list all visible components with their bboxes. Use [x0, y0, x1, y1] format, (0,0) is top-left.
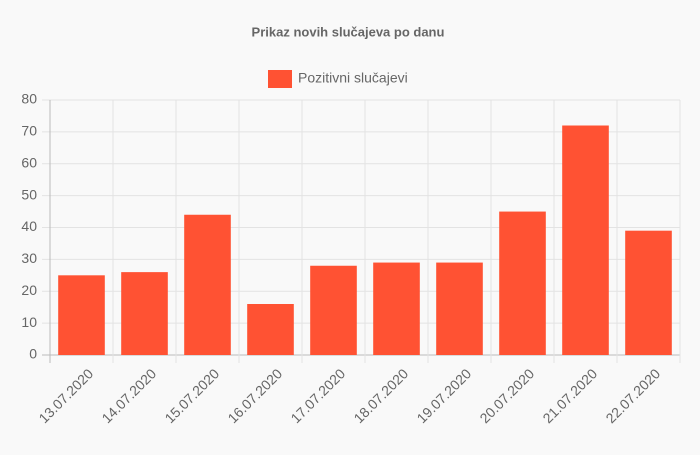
x-tick-label: 18.07.2020 — [350, 365, 411, 426]
bar — [310, 265, 357, 355]
bar — [58, 275, 105, 355]
bar — [436, 262, 483, 355]
y-tick-label: 80 — [21, 91, 37, 107]
x-tick-label: 13.07.2020 — [35, 365, 96, 426]
legend-swatch — [268, 70, 292, 88]
y-tick-label: 20 — [21, 282, 37, 298]
y-tick-label: 70 — [21, 123, 37, 139]
x-tick-label: 19.07.2020 — [413, 365, 474, 426]
bar — [625, 230, 672, 355]
bar — [247, 304, 294, 355]
bar — [184, 214, 231, 355]
x-tick-label: 17.07.2020 — [287, 365, 348, 426]
y-tick-label: 10 — [21, 314, 37, 330]
y-tick-label: 0 — [29, 346, 37, 362]
x-tick-label: 15.07.2020 — [161, 365, 222, 426]
y-tick-label: 40 — [21, 218, 37, 234]
x-tick-label: 22.07.2020 — [602, 365, 663, 426]
bar — [121, 272, 168, 355]
bar — [499, 211, 546, 355]
bar — [373, 262, 420, 355]
y-tick-label: 50 — [21, 186, 37, 202]
x-tick-label: 20.07.2020 — [476, 365, 537, 426]
chart-title: Prikaz novih slučajeva po danu — [252, 24, 445, 39]
x-tick-label: 14.07.2020 — [98, 365, 159, 426]
x-tick-label: 16.07.2020 — [224, 365, 285, 426]
legend-label: Pozitivni slučajevi — [298, 70, 408, 86]
bar — [562, 125, 609, 355]
y-tick-label: 60 — [21, 154, 37, 170]
x-tick-label: 21.07.2020 — [539, 365, 600, 426]
y-tick-label: 30 — [21, 250, 37, 266]
